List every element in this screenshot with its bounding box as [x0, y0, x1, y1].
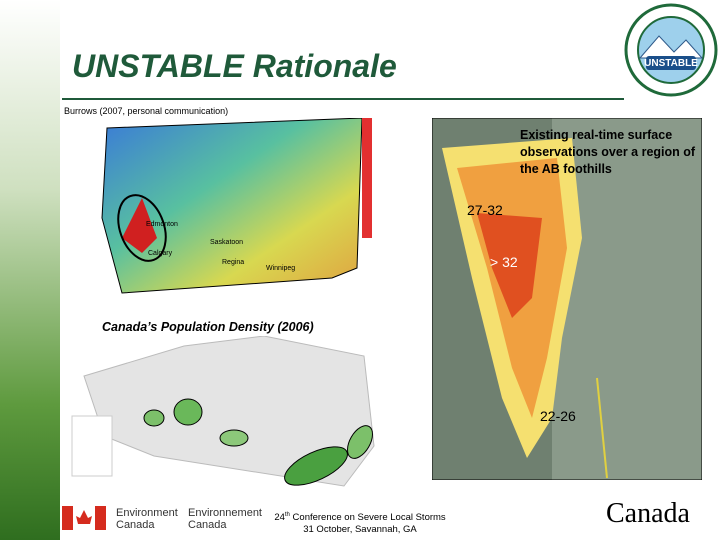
conference-number: 24 [274, 512, 285, 524]
zone-label: > 32 [490, 254, 518, 270]
note: Existing real-time surface observations … [520, 128, 696, 176]
dept-fr-line: Environnement [188, 507, 262, 519]
zone-label: 27-32 [467, 202, 503, 218]
conference-ordinal: th [284, 512, 290, 518]
alberta-map [432, 118, 702, 480]
climate-map: Edmonton Calgary Saskatoon Regina Winnip… [101, 118, 372, 294]
dept-fr-line: Canada [188, 519, 227, 531]
population-title: Canada’s Population Density (2006) [102, 320, 314, 334]
wordmark: Canada [606, 498, 690, 529]
zone-label: 22-26 [540, 408, 576, 424]
dept-fr: Environnement Canada [188, 507, 262, 531]
title-rule [62, 98, 624, 100]
city-label: Calgary [148, 250, 173, 257]
slide-title: UNSTABLE Rationale [72, 48, 397, 84]
logo-text: UNSTABLE [644, 58, 698, 69]
city-label: Saskatoon [210, 239, 243, 246]
conference-name: Conference on Severe Local Storms [292, 512, 446, 524]
conference-date: 31 October, Savannah, GA [303, 524, 417, 536]
dept-en: Environment Canada [116, 507, 178, 531]
side-strip [0, 0, 60, 540]
population-map [71, 336, 375, 487]
dept-en-line: Canada [116, 519, 155, 531]
dept-en-line: Environment [116, 507, 178, 519]
conference: 24th Conference on Severe Local Storms 3… [250, 509, 470, 536]
city-label: Edmonton [146, 221, 178, 228]
flag [62, 506, 106, 530]
conference-line: 24th Conference on Severe Local Storms [250, 509, 470, 524]
city-label: Winnipeg [266, 265, 295, 272]
logo: UNSTABLE [624, 3, 718, 97]
city-label: Regina [222, 259, 244, 266]
map-credit: Burrows (2007, personal communication) [64, 106, 229, 116]
